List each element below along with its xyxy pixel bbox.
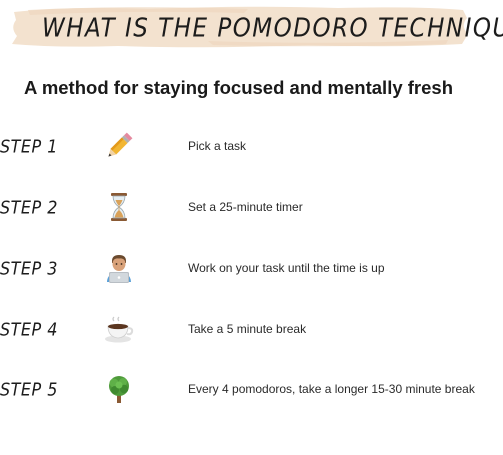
- step-row: STEP 5 Every 4 pomodoros, take a longer …: [0, 371, 503, 411]
- person-laptop-icon: [103, 252, 135, 284]
- step-description: Work on your task until the time is up: [188, 261, 385, 275]
- step-row: STEP 4 Take a 5 minute break: [0, 311, 503, 351]
- step-description: Take a 5 minute break: [188, 322, 307, 336]
- step-label: STEP 3: [0, 258, 58, 279]
- step-row: STEP 2 Set a 25-minute timer: [0, 189, 503, 229]
- brush-stroke-highlight: [12, 6, 468, 48]
- step-label: STEP 4: [0, 319, 58, 340]
- step-label: STEP 1: [0, 136, 58, 157]
- page-title: WHAT IS THE POMODORO TECHNIQUE?: [42, 14, 503, 44]
- page-subtitle: A method for staying focused and mentall…: [24, 77, 453, 98]
- step-label: STEP 2: [0, 197, 58, 218]
- step-label: STEP 5: [0, 379, 58, 400]
- pencil-icon: [103, 130, 135, 162]
- hourglass-icon: [103, 191, 135, 223]
- tree-icon: [103, 373, 135, 405]
- step-description: Every 4 pomodoros, take a longer 15-30 m…: [188, 382, 475, 396]
- title-banner: WHAT IS THE POMODORO TECHNIQUE?: [8, 4, 503, 50]
- step-row: STEP 3 Work on your task until the time …: [0, 250, 503, 290]
- step-description: Set a 25-minute timer: [188, 200, 303, 214]
- coffee-icon: [103, 313, 135, 345]
- step-row: STEP 1 Pick a task: [0, 128, 503, 168]
- step-description: Pick a task: [188, 139, 247, 153]
